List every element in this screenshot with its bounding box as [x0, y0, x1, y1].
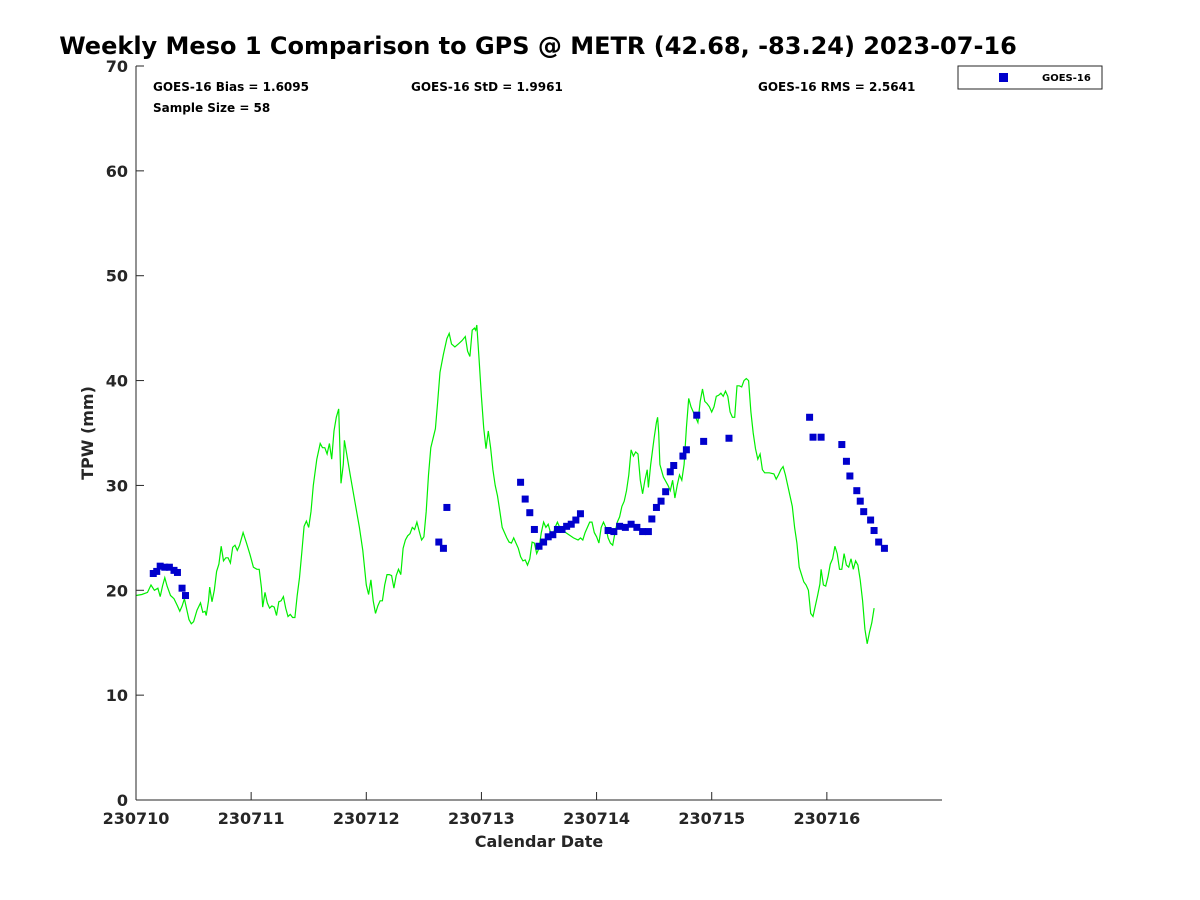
goes16-point [521, 495, 529, 503]
goes16-point [670, 462, 678, 470]
x-axis-ticks: 230710 230711 230712 230713 230714 230715 2307… [103, 792, 860, 828]
goes16-point [558, 525, 566, 533]
goes16-point [567, 520, 575, 528]
plot-background [136, 66, 942, 800]
goes16-point [435, 538, 443, 546]
goes16-point [856, 497, 864, 505]
goes16-point [693, 411, 701, 419]
goes16-point [173, 568, 181, 576]
goes16-point [627, 520, 635, 528]
chart-title: Weekly Meso 1 Comparison to GPS @ METR (… [59, 32, 1017, 60]
legend-box [957, 65, 1103, 90]
goes16-point [540, 538, 548, 546]
goes16-point [182, 592, 190, 600]
goes16-point [682, 446, 690, 454]
y-tick-label: 30 [106, 476, 128, 495]
goes16-point [161, 563, 169, 571]
goes16-point [846, 472, 854, 480]
stat-rms: GOES-16 RMS = 2.5641 [758, 80, 915, 94]
x-tick-label: 230713 [448, 809, 515, 828]
goes16-point [648, 515, 656, 523]
goes16-point [639, 528, 647, 536]
y-tick-label: 0 [117, 791, 128, 810]
goes16-point [700, 437, 708, 445]
goes16-point [443, 503, 451, 511]
goes16-point [165, 563, 173, 571]
goes16-point [806, 413, 814, 421]
x-tick-label: 230714 [563, 809, 630, 828]
goes16-point [576, 510, 584, 518]
legend: GOES-16 [957, 65, 1103, 90]
legend-marker-goes16 [999, 73, 1008, 82]
goes16-point [652, 503, 660, 511]
y-tick-label: 50 [106, 267, 128, 286]
goes16-point [817, 433, 825, 441]
goes16-point [535, 542, 543, 550]
y-tick-label: 20 [106, 581, 128, 600]
y-tick-label: 60 [106, 162, 128, 181]
x-tick-label: 230712 [333, 809, 400, 828]
legend-label-goes16: GOES-16 [1042, 73, 1091, 84]
goes16-point [842, 457, 850, 465]
goes16-scatter-series [149, 411, 888, 600]
goes16-point [875, 538, 883, 546]
y-axis-ticks: 0 10 20 30 40 50 60 70 [106, 57, 144, 810]
x-tick-label: 230716 [793, 809, 860, 828]
goes16-point [679, 452, 687, 460]
goes16-point [809, 433, 817, 441]
goes16-point [544, 533, 552, 541]
goes16-point [880, 544, 888, 552]
goes16-point [657, 497, 665, 505]
goes16-point [153, 567, 161, 575]
y-tick-label: 70 [106, 57, 128, 76]
y-tick-label: 10 [106, 686, 128, 705]
x-tick-label: 230711 [218, 809, 285, 828]
goes16-point [563, 522, 571, 530]
goes16-point [610, 528, 618, 536]
goes16-point [549, 531, 557, 539]
goes16-point [526, 509, 534, 517]
goes16-point [662, 488, 670, 496]
stat-sample-size: Sample Size = 58 [153, 101, 270, 115]
plot-area: 0 10 20 30 40 50 60 70 230710 230711 230712 230713… [103, 57, 942, 828]
series-layer [135, 324, 888, 644]
x-axis-label: Calendar Date [475, 832, 604, 851]
goes16-point [604, 527, 612, 535]
goes16-point [517, 478, 525, 486]
goes16-point [572, 516, 580, 524]
goes16-point [838, 441, 846, 449]
goes16-point [666, 468, 674, 476]
y-tick-label: 40 [106, 372, 128, 391]
goes16-point [156, 562, 164, 570]
goes16-point [633, 523, 641, 531]
goes16-point [644, 528, 652, 536]
x-tick-label: 230710 [103, 809, 170, 828]
goes16-point [439, 544, 447, 552]
goes16-point [530, 525, 538, 533]
goes16-point [616, 522, 624, 530]
y-axis-label: TPW (mm) [78, 386, 97, 480]
goes16-point [860, 508, 868, 516]
goes16-point [621, 523, 629, 531]
goes16-point [870, 527, 878, 535]
goes16-point [178, 584, 186, 592]
goes16-point [725, 434, 733, 442]
stat-bias: GOES-16 Bias = 1.6095 [153, 80, 309, 94]
x-tick-label: 230715 [678, 809, 745, 828]
goes16-point [867, 516, 875, 524]
goes16-point [853, 487, 861, 495]
gps-line-series [135, 324, 875, 644]
stat-std: GOES-16 StD = 1.9961 [411, 80, 563, 94]
goes16-point [553, 525, 561, 533]
